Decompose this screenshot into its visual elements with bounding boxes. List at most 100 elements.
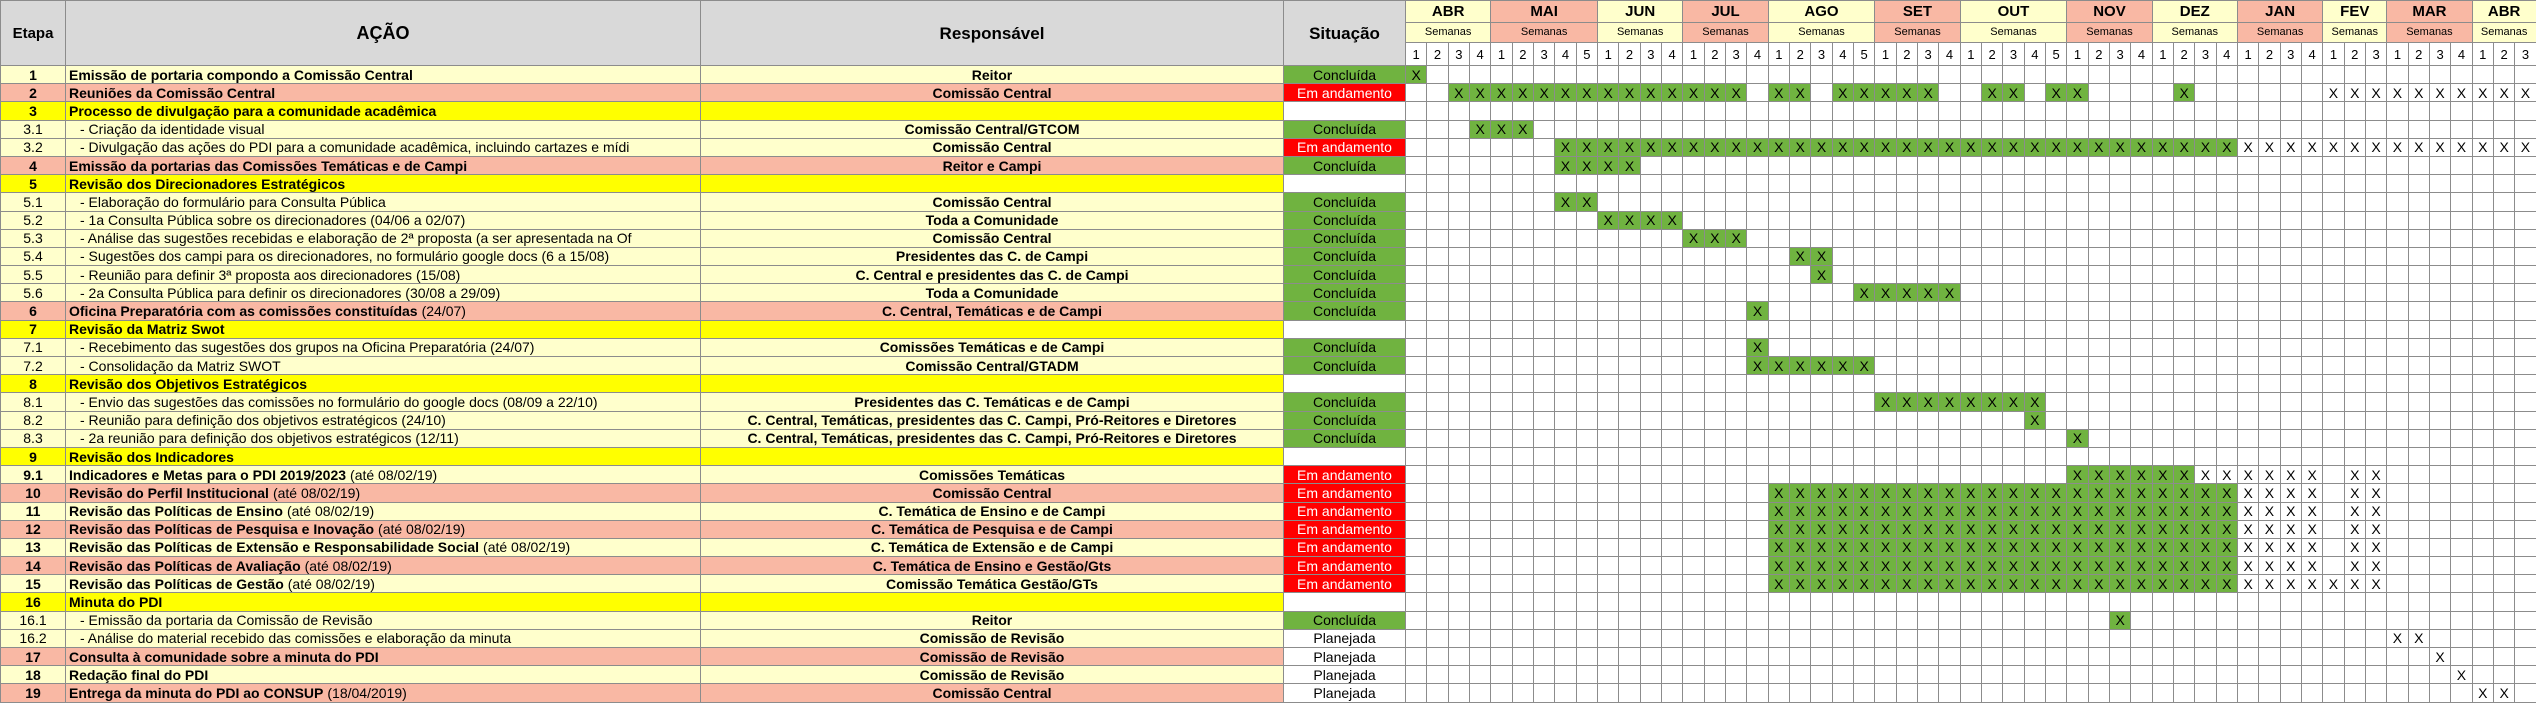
- week-cell: [1874, 319, 1897, 339]
- week-cell: [2300, 192, 2324, 212]
- week-cell: [1831, 228, 1855, 248]
- week-cell: [1597, 101, 1620, 121]
- week-cell: [1703, 410, 1727, 430]
- acao-note: (até 08/02/19): [286, 503, 375, 520]
- week-number: 3: [1447, 42, 1470, 66]
- week-cell: [2364, 628, 2388, 649]
- week-cell: [2130, 392, 2153, 412]
- week-cell: [1767, 337, 1791, 358]
- month-header: DEZ: [2151, 0, 2238, 23]
- week-cell: [2215, 283, 2238, 303]
- acao-text: Revisão das Políticas de Ensino: [69, 503, 283, 520]
- week-cell: [2044, 228, 2068, 248]
- week-cell: X: [1810, 556, 1833, 576]
- task-row: 19 Entrega da minuta do PDI ao CONSUP (18/…: [0, 683, 2536, 703]
- week-cell: [2194, 174, 2217, 194]
- week-cell: [1597, 374, 1620, 394]
- week-cell: [2236, 628, 2260, 649]
- week-cell: [1597, 301, 1620, 321]
- week-cell: [1682, 610, 1705, 630]
- week-cell: X: [2407, 137, 2430, 157]
- week-cell: X: [2386, 83, 2409, 103]
- week-cell: [1404, 155, 1428, 176]
- week-cell: [2236, 301, 2260, 321]
- week-cell: [1724, 119, 1748, 139]
- etapa: 5.1: [0, 192, 66, 212]
- week-cell: [2471, 374, 2494, 394]
- week-cell: [1852, 465, 1876, 485]
- week-cell: [2258, 592, 2281, 612]
- week-cell: [2151, 610, 2174, 630]
- etapa: 19: [0, 683, 66, 703]
- week-cell: X: [1789, 574, 1812, 594]
- week-cell: [1959, 119, 1982, 139]
- week-cell: [1404, 246, 1428, 267]
- week-cell: [1682, 265, 1705, 285]
- week-cell: X: [1959, 556, 1982, 576]
- week-cell: [1959, 246, 1982, 267]
- week-cell: X: [2450, 83, 2473, 103]
- month-header: MAR: [2386, 0, 2473, 23]
- week-cell: [2386, 392, 2409, 412]
- week-cell: X: [1789, 355, 1812, 376]
- week-cell: [1490, 174, 1513, 194]
- week-cell: [2300, 64, 2324, 85]
- week-cell: X: [1874, 483, 1897, 503]
- responsavel: Comissão Central: [700, 137, 1284, 157]
- responsavel: [700, 101, 1284, 121]
- responsavel: Comissão de Revisão: [700, 646, 1284, 667]
- week-cell: [1831, 683, 1855, 703]
- week-cell: X: [2194, 465, 2217, 485]
- responsavel: C. Temática de Ensino e de Campi: [700, 501, 1284, 521]
- week-cell: [1916, 355, 1940, 376]
- week-number: 4: [2130, 42, 2153, 66]
- week-number: 3: [2279, 42, 2302, 66]
- week-cell: [1554, 683, 1577, 703]
- week-cell: [1660, 337, 1684, 358]
- week-cell: [1660, 283, 1684, 303]
- week-cell: [1426, 537, 1449, 558]
- week-cell: [2322, 610, 2345, 630]
- week-cell: [2002, 155, 2025, 176]
- week-cell: [2023, 319, 2046, 339]
- week-cell: [2108, 374, 2132, 394]
- week-cell: [2471, 592, 2494, 612]
- week-number: 2: [1980, 42, 2004, 66]
- week-cell: [1959, 665, 1982, 685]
- week-cell: [2151, 646, 2174, 667]
- week-cell: [2258, 64, 2281, 85]
- week-cell: [2428, 246, 2452, 267]
- month-header: SET: [1874, 0, 1961, 23]
- week-cell: [1810, 465, 1833, 485]
- week-cell: [1639, 228, 1663, 248]
- week-cell: [1468, 174, 1492, 194]
- etapa: 8.2: [0, 410, 66, 430]
- week-cell: X: [1980, 519, 2004, 539]
- week-number: 2: [1789, 42, 1812, 66]
- month-header: JAN: [2236, 0, 2324, 23]
- week-cell: [1895, 246, 1919, 267]
- week-cell: [2450, 174, 2473, 194]
- week-cell: [1639, 628, 1663, 649]
- acao: Revisão da Matriz Swot: [65, 319, 701, 339]
- week-cell: [2407, 265, 2430, 285]
- task-row: 18 Redação final do PDI Comissão de Revisã…: [0, 665, 2536, 685]
- week-cell: [1639, 592, 1663, 612]
- week-cell: [2023, 428, 2046, 448]
- week-cell: [2151, 155, 2174, 176]
- week-cell: [2002, 683, 2025, 703]
- week-cell: [1468, 155, 1492, 176]
- week-cell: [2194, 610, 2217, 630]
- week-cell: [2471, 319, 2494, 339]
- week-cell: [2236, 119, 2260, 139]
- week-cell: [2492, 210, 2516, 230]
- week-cell: [2066, 646, 2089, 667]
- responsavel: Comissão Central: [700, 683, 1284, 703]
- week-cell: [1724, 628, 1748, 649]
- week-cell: [1810, 374, 1833, 394]
- week-cell: [2514, 192, 2536, 212]
- week-cell: [2130, 101, 2153, 121]
- week-cell: X: [1682, 83, 1705, 103]
- task-row: 11 Revisão das Políticas de Ensino (até 08…: [0, 501, 2536, 521]
- week-cell: [2108, 192, 2132, 212]
